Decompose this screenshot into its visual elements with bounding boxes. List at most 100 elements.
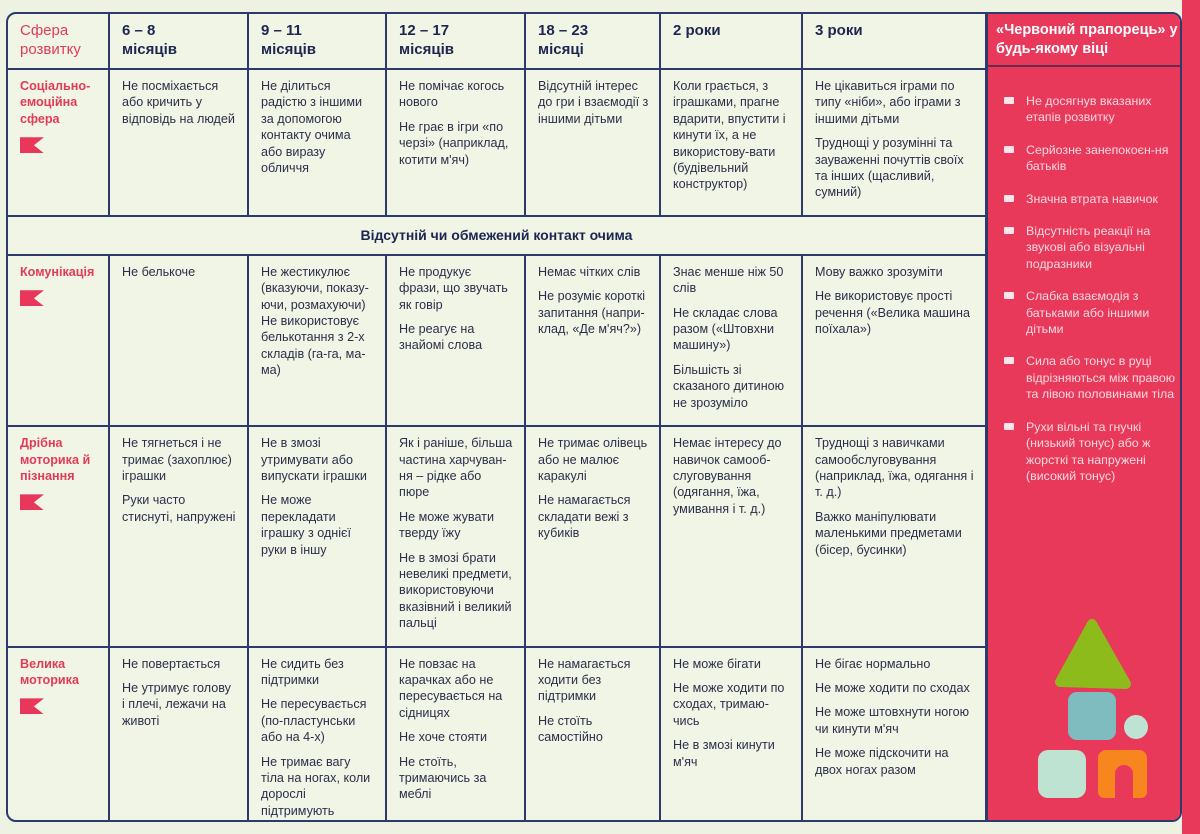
age-header-line: 18 – 23 bbox=[538, 22, 589, 39]
sphere-label: Комунікація bbox=[8, 253, 110, 428]
cell-text: Не в змозі брати невеликі предмети, вико… bbox=[399, 550, 512, 631]
cell-text: Не в змозі утримувати або випускати ігра… bbox=[261, 436, 367, 483]
table-row: Комунікація Не белькоче Не жестикулює (вка… bbox=[8, 253, 987, 428]
table-cell: Немає чітких слів Не розуміє короткі запи… bbox=[524, 253, 661, 428]
sphere-label: Соціально-емоційна сфера bbox=[8, 68, 110, 217]
cell-text: Не повзає на карачках або не пересуваєть… bbox=[399, 656, 503, 720]
sphere-label: Велика моторика bbox=[8, 645, 110, 820]
cell-text: Не намагається ходити без підтримки bbox=[538, 656, 631, 704]
cell-text: Не грає в ігри «по черзі» (наприклад, ко… bbox=[399, 119, 509, 167]
red-flag-title: «Червоний прапорець» у будь-якому віці bbox=[988, 14, 1180, 67]
cell-text: Не намагається складати вежі з кубиків bbox=[538, 493, 631, 541]
age-header: 2 роки bbox=[659, 14, 803, 70]
sphere-name: Соціально-емоційна сфера bbox=[20, 79, 91, 126]
cell-text: Немає інтересу до навичок самооб-слугову… bbox=[673, 436, 782, 516]
table-cell: Не повертається Не утримує голову і плечі… bbox=[108, 645, 249, 820]
red-flag-text: Сила або тонус в руці відрізняються між … bbox=[1026, 354, 1176, 402]
red-flag-text: Серйозне занепокоєн-ня батьків bbox=[1026, 142, 1169, 174]
cell-text: Труднощі у розумінні та зауваженні почут… bbox=[815, 136, 964, 200]
red-flag-text: Рухи вільні та гнучкі (низький тонус) аб… bbox=[1026, 419, 1151, 483]
table-cell: Не тримає олівець або не малює каракулі Н… bbox=[524, 425, 661, 648]
table-cell: Знає менше ніж 50 слів Не складає слова р… bbox=[659, 253, 803, 428]
table-cell: Не ділиться радістю з іншими за допомого… bbox=[247, 68, 387, 217]
circle-block-icon bbox=[1124, 715, 1148, 739]
table-cell: Відсутній інтерес до гри і взаємодії з і… bbox=[524, 68, 661, 217]
table-row: Соціально-емоційна сфера Не посміхається … bbox=[8, 68, 987, 217]
red-flag-item: Слабка взаємодія з батьками або іншими д… bbox=[1004, 288, 1176, 337]
sphere-label: Дрібна моторика й пізнання bbox=[8, 425, 110, 648]
cell-text: Не в змозі кинути м'яч bbox=[673, 738, 775, 769]
toy-blocks-illustration bbox=[1038, 619, 1148, 798]
cell-text: Не може перекладати іграшку з однієї рук… bbox=[261, 493, 351, 557]
cell-text: Не може ходити по сходах, тримаю-чись bbox=[673, 680, 785, 728]
red-flag-icon bbox=[20, 494, 44, 511]
cell-text: Як і раніше, більша частина харчуван-ня … bbox=[399, 436, 513, 500]
sphere-name: Дрібна моторика й пізнання bbox=[20, 436, 91, 483]
milestones-table: Сфера розвитку 6 – 8 місяців 9 – 11 місяців 1… bbox=[8, 14, 987, 820]
age-header: 9 – 11 місяців bbox=[247, 14, 387, 70]
bullet-icon bbox=[1004, 357, 1014, 365]
cell-text: Не може жувати тверду їжу bbox=[399, 509, 494, 541]
table-cell: Не цікавиться іграми по типу «ніби», або… bbox=[801, 68, 987, 217]
red-edge bbox=[1182, 0, 1200, 834]
table-cell: Не белькоче bbox=[108, 253, 249, 428]
cell-text: Не може підскочити на двох ногах разом bbox=[815, 746, 949, 777]
table-row: Дрібна моторика й пізнання Не тягнеться і… bbox=[8, 425, 987, 648]
cell-text: Не тримає вагу тіла на ногах, коли дорос… bbox=[261, 754, 371, 818]
table-cell: Не сидить без підтримки Не пересувається … bbox=[247, 645, 387, 820]
age-header: 6 – 8 місяців bbox=[108, 14, 249, 70]
table-cell: Не може бігати Не може ходити по сходах, … bbox=[659, 645, 803, 820]
cell-text: Не ділиться радістю з іншими за допомого… bbox=[261, 79, 363, 176]
cell-text: Не може бігати bbox=[673, 656, 761, 671]
age-header-line: місяців bbox=[122, 41, 177, 58]
age-header-line: місяців bbox=[399, 41, 454, 58]
cell-text: Немає чітких слів bbox=[538, 264, 641, 279]
table-cell: Як і раніше, більша частина харчуван-ня … bbox=[385, 425, 526, 648]
cell-text: Не жестикулює (вказуючи, показу-ючи, роз… bbox=[261, 264, 369, 378]
table-cell: Не посміхається або кричить у відповідь … bbox=[108, 68, 249, 217]
table-cell: Не повзає на карачках або не пересуваєть… bbox=[385, 645, 526, 820]
bullet-icon bbox=[1004, 422, 1014, 430]
cell-text: Не помічає когось нового bbox=[399, 79, 505, 110]
table-cell: Труднощі з навичками самообслуговування … bbox=[801, 425, 987, 648]
age-header-line: 3 роки bbox=[815, 22, 863, 39]
age-header-line: 2 роки bbox=[673, 22, 721, 39]
cell-text: Не продукує фрази, що звучать як говір bbox=[399, 264, 508, 312]
cell-text: Не тягнеться і не тримає (захоплює) ігра… bbox=[122, 436, 232, 483]
red-flag-panel: «Червоний прапорець» у будь-якому віці Н… bbox=[986, 14, 1180, 820]
cell-text: Не пересувається (по-пластунськи або на … bbox=[261, 697, 367, 745]
cell-text: Не утримує голову і плечі, лежачи на жив… bbox=[122, 680, 231, 728]
age-header: 18 – 23 місяці bbox=[524, 14, 661, 70]
sphere-name: Велика моторика bbox=[20, 656, 79, 687]
bullet-icon bbox=[1004, 292, 1014, 300]
red-flag-item: Сила або тонус в руці відрізняються між … bbox=[1004, 353, 1176, 402]
table-cell: Не тягнеться і не тримає (захоплює) ігра… bbox=[108, 425, 249, 648]
bullet-icon bbox=[1004, 97, 1014, 104]
sphere-name: Комунікація bbox=[20, 264, 95, 279]
age-header: 3 роки bbox=[801, 14, 987, 70]
sphere-header: Сфера розвитку bbox=[8, 14, 110, 70]
cell-text: Більшість зі сказаного дитиною не зрозум… bbox=[673, 362, 785, 410]
cell-text: Не може штовхнути ногою чи кинути м'яч bbox=[815, 705, 970, 736]
cell-text: Важко маніпулювати маленькими предметами… bbox=[815, 509, 962, 557]
triangle-block-icon bbox=[1055, 619, 1131, 689]
age-header-line: 6 – 8 bbox=[122, 22, 156, 39]
age-header-line: місяці bbox=[538, 41, 584, 58]
square-block-icon bbox=[1068, 692, 1116, 740]
table-cell: Не помічає когось нового Не грає в ігри «… bbox=[385, 68, 526, 217]
red-flag-text: Не досягнув вказаних етапів розвитку bbox=[1026, 94, 1152, 125]
age-header-line: місяців bbox=[261, 41, 316, 58]
red-flag-icon bbox=[20, 137, 44, 154]
header-row: Сфера розвитку 6 – 8 місяців 9 – 11 місяців 1… bbox=[8, 14, 987, 70]
table-cell: Не жестикулює (вказуючи, показу-ючи, роз… bbox=[247, 253, 387, 428]
table-row: Велика моторика Не повертається Не утримує… bbox=[8, 645, 987, 820]
cell-text: Не використовує прості речення («Велика … bbox=[815, 289, 970, 337]
cell-text: Не тримає олівець або не малює каракулі bbox=[538, 436, 648, 483]
arch-block-icon bbox=[1098, 750, 1147, 798]
cell-text: Коли грається, з іграшками, прагне вдари… bbox=[673, 79, 786, 192]
bullet-icon bbox=[1004, 145, 1014, 153]
cell-text: Не повертається bbox=[122, 656, 221, 671]
table-cell: Коли грається, з іграшками, прагне вдари… bbox=[659, 68, 803, 217]
cell-text: Труднощі з навичками самообслуговування … bbox=[815, 436, 974, 500]
red-flag-item: Відсутність реакції на звукові або візуа… bbox=[1004, 223, 1176, 272]
